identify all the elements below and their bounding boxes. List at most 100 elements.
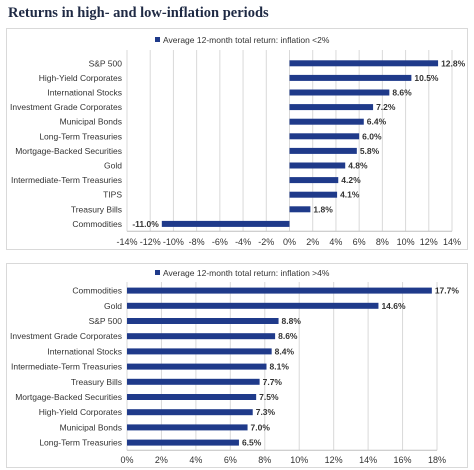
low-inflation-tick-label: -14%: [116, 237, 137, 247]
low-inflation-data-label: -11.0%: [132, 219, 159, 229]
low-inflation-tick-label: 10%: [397, 237, 415, 247]
low-inflation-tick-label: 12%: [420, 237, 438, 247]
low-inflation-bar: [289, 162, 346, 169]
high-inflation-data-label: 7.7%: [263, 377, 283, 387]
low-inflation-tick-label: 6%: [353, 237, 366, 247]
low-inflation-data-label: 4.2%: [341, 175, 361, 185]
low-inflation-bar: [289, 147, 357, 154]
low-inflation-category-label: S&P 500: [89, 58, 123, 68]
high-inflation-data-label: 14.6%: [381, 301, 406, 311]
page-title: Returns in high- and low-inflation perio…: [8, 5, 269, 21]
high-inflation-bar: [127, 424, 248, 431]
low-inflation-legend-label: Average 12-month total return: inflation…: [163, 35, 330, 45]
low-inflation-category-label: International Stocks: [47, 88, 122, 98]
low-inflation-category-label: High-Yield Corporates: [39, 73, 122, 83]
low-inflation-tick-label: 4%: [329, 237, 342, 247]
high-inflation-tick-label: 4%: [189, 455, 202, 465]
high-inflation-data-label: 17.7%: [435, 286, 460, 296]
high-inflation-category-label: Municipal Bonds: [60, 422, 122, 432]
low-inflation-data-label: 1.8%: [313, 204, 333, 214]
low-inflation-tick-label: -8%: [189, 237, 205, 247]
low-inflation-tick-label: -12%: [140, 237, 161, 247]
high-inflation-bar: [127, 378, 260, 385]
high-inflation-tick-label: 0%: [120, 455, 133, 465]
low-inflation-bar: [289, 133, 360, 140]
high-inflation-data-label: 8.8%: [282, 316, 302, 326]
low-inflation-bar: [289, 89, 390, 96]
high-inflation-data-label: 7.3%: [256, 407, 276, 417]
high-inflation-category-label: International Stocks: [47, 346, 122, 356]
high-inflation-category-label: Intermediate-Term Treasuries: [11, 362, 122, 372]
low-inflation-tick-label: -4%: [235, 237, 251, 247]
low-inflation-tick-label: -6%: [212, 237, 228, 247]
high-inflation-category-label: Long-Term Treasuries: [39, 438, 122, 448]
high-inflation-bar: [127, 302, 379, 309]
high-inflation-legend-swatch: [155, 270, 160, 275]
high-inflation-bar: [127, 287, 432, 294]
low-inflation-bar: [289, 191, 338, 198]
high-inflation-category-label: Mortgage-Backed Securities: [15, 392, 122, 402]
low-inflation-data-label: 6.4%: [367, 117, 387, 127]
low-inflation-data-label: 10.5%: [414, 73, 439, 83]
low-inflation-bar: [289, 74, 412, 81]
low-inflation-data-label: 5.8%: [360, 146, 380, 156]
high-inflation-data-label: 8.1%: [270, 362, 290, 372]
low-inflation-legend-swatch: [155, 37, 160, 42]
high-inflation-tick-label: 16%: [394, 455, 412, 465]
low-inflation-category-label: Long-Term Treasuries: [39, 131, 122, 141]
low-inflation-bar: [289, 206, 311, 213]
high-inflation-tick-label: 10%: [290, 455, 308, 465]
low-inflation-category-label: Intermediate-Term Treasuries: [11, 175, 122, 185]
low-inflation-category-label: Commodities: [72, 219, 122, 229]
low-inflation-bar: [289, 118, 364, 125]
high-inflation-chart-frame: [6, 263, 468, 468]
high-inflation-bar: [127, 363, 267, 370]
low-inflation-data-label: 4.1%: [340, 190, 360, 200]
high-inflation-bar: [127, 394, 257, 400]
low-inflation-bar: [161, 220, 290, 227]
low-inflation-tick-label: 2%: [306, 237, 319, 247]
low-inflation-category-label: Gold: [104, 161, 122, 171]
low-inflation-tick-label: 14%: [443, 237, 461, 247]
high-inflation-data-label: 8.6%: [278, 331, 298, 341]
low-inflation-tick-label: -10%: [163, 237, 184, 247]
high-inflation-category-label: Investment Grade Corporates: [10, 331, 122, 341]
high-inflation-data-label: 7.0%: [251, 422, 271, 432]
high-inflation-category-label: S&P 500: [89, 316, 123, 326]
high-inflation-bar: [127, 348, 272, 355]
high-inflation-category-label: Commodities: [72, 286, 122, 296]
low-inflation-bar: [289, 104, 374, 111]
high-inflation-category-label: Gold: [104, 301, 122, 311]
high-inflation-data-label: 8.4%: [275, 346, 295, 356]
low-inflation-category-label: Treasury Bills: [71, 204, 122, 214]
high-inflation-tick-label: 8%: [258, 455, 271, 465]
low-inflation-chart-frame: [6, 28, 468, 250]
high-inflation-category-label: Treasury Bills: [71, 377, 122, 387]
high-inflation-tick-label: 2%: [155, 455, 168, 465]
high-inflation-category-label: High-Yield Corporates: [39, 407, 122, 417]
low-inflation-bar: [289, 177, 339, 184]
high-inflation-bar: [127, 409, 253, 416]
low-inflation-category-label: TIPS: [103, 190, 122, 200]
high-inflation-bar: [127, 318, 279, 324]
low-inflation-data-label: 8.6%: [392, 88, 412, 98]
high-inflation-tick-label: 6%: [224, 455, 237, 465]
low-inflation-tick-label: 0%: [283, 237, 296, 247]
high-inflation-tick-label: 14%: [359, 455, 377, 465]
low-inflation-bar: [289, 60, 439, 67]
low-inflation-data-label: 4.8%: [348, 161, 368, 171]
high-inflation-tick-label: 12%: [325, 455, 343, 465]
low-inflation-category-label: Municipal Bonds: [60, 117, 122, 127]
high-inflation-data-label: 7.5%: [259, 392, 279, 402]
high-inflation-bar: [127, 439, 239, 446]
high-inflation-legend-label: Average 12-month total return: inflation…: [163, 268, 330, 278]
low-inflation-tick-label: -2%: [258, 237, 274, 247]
low-inflation-data-label: 12.8%: [441, 58, 466, 68]
low-inflation-tick-label: 8%: [376, 237, 389, 247]
low-inflation-data-label: 7.2%: [376, 102, 396, 112]
low-inflation-data-label: 6.0%: [362, 131, 382, 141]
high-inflation-data-label: 6.5%: [242, 438, 262, 448]
low-inflation-category-label: Mortgage-Backed Securities: [15, 146, 122, 156]
